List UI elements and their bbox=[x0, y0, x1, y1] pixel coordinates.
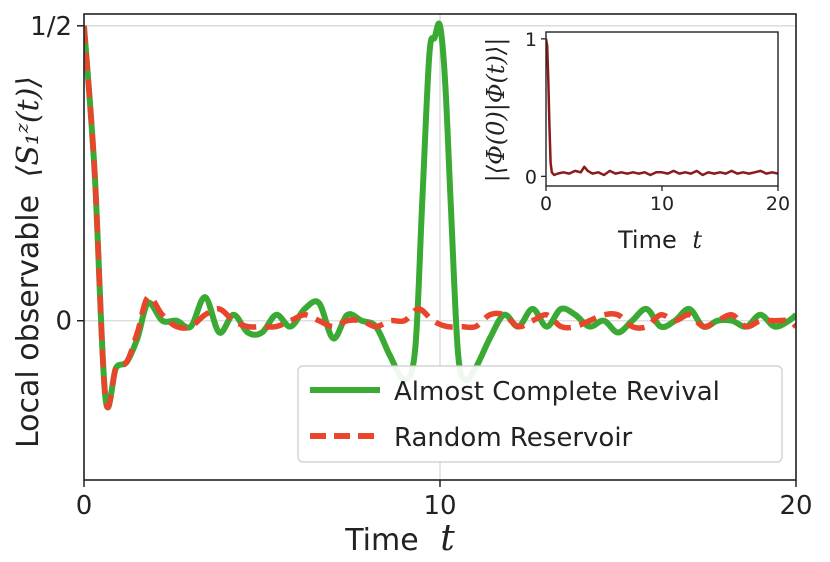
inset-lines bbox=[546, 38, 778, 177]
inset-x-axis-title: Time t bbox=[617, 226, 702, 254]
y-axis-title: Local observable ⟨S₁ᶻ(t)⟩ bbox=[11, 76, 46, 448]
inset-background bbox=[546, 32, 778, 186]
legend-label-almost-complete-revival: Almost Complete Revival bbox=[394, 377, 720, 407]
legend-label-random-reservoir: Random Reservoir bbox=[394, 423, 633, 453]
main-lines bbox=[84, 20, 796, 411]
y-axis-title-text: Local observable bbox=[11, 195, 46, 448]
y-axis-title-symbol: ⟨S₁ᶻ(t)⟩ bbox=[11, 76, 46, 177]
inset-y-axis-title: |⟨Φ(0)|Φ(t)⟩| bbox=[482, 38, 511, 183]
inset-x-tick-label: 0 bbox=[540, 193, 552, 215]
inset-y-tick-label: 1 bbox=[525, 29, 537, 51]
x-tick-label: 20 bbox=[779, 491, 812, 521]
inset-x-tick-label: 20 bbox=[766, 193, 790, 215]
inset-x-axis-title-symbol: t bbox=[692, 226, 702, 254]
inset-x-tick-label: 10 bbox=[650, 193, 674, 215]
y-tick-label: 1/2 bbox=[30, 12, 72, 42]
x-axis-title-symbol: t bbox=[440, 518, 455, 559]
series-line-random-reservoir bbox=[84, 25, 796, 411]
inset-series-line bbox=[546, 38, 778, 177]
inset-y-tick-label: 0 bbox=[525, 166, 537, 188]
x-axis-title-text: Time bbox=[344, 523, 418, 558]
legend-box bbox=[297, 365, 783, 463]
inset-ticks: 0 10 20 0 1 bbox=[525, 29, 790, 215]
x-tick-label: 10 bbox=[423, 491, 456, 521]
x-tick-label: 0 bbox=[76, 491, 93, 521]
y-tick-label: 0 bbox=[55, 307, 72, 337]
inset-x-axis-title-text: Time bbox=[617, 226, 677, 254]
legend: Almost Complete Revival Random Reservoir bbox=[297, 365, 783, 463]
x-axis-title: Time t bbox=[344, 518, 455, 559]
